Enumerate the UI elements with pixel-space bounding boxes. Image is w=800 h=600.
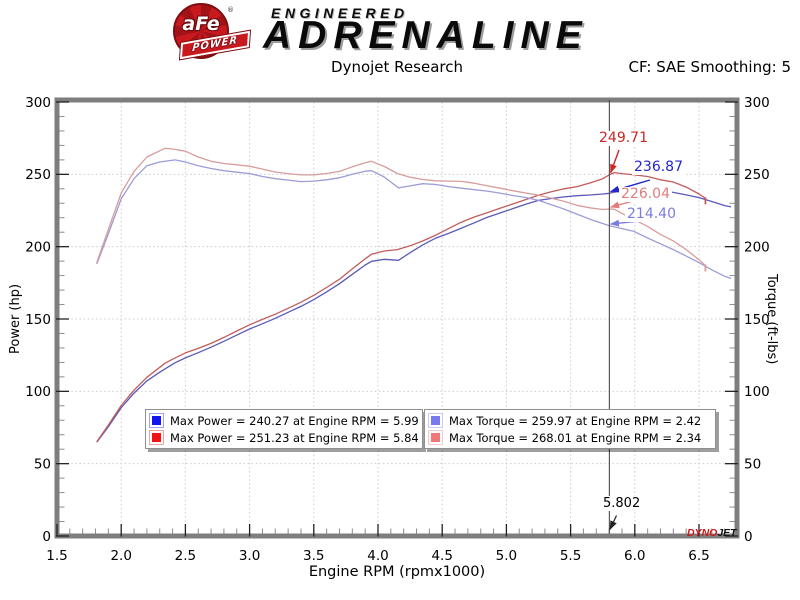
- torque-run1-swatch-icon: [431, 416, 440, 425]
- torque-run-red-curve: [96, 147, 706, 266]
- y-tick-label-right: 300: [744, 95, 770, 111]
- cursor-readout-value: 214.40: [625, 206, 678, 222]
- legend-item-power-1: Max Power = 240.27 at Engine RPM = 5.99: [149, 412, 419, 429]
- y-tick-label-right: 250: [744, 167, 770, 183]
- y-tick-label-right: 200: [744, 239, 770, 255]
- x-tick-label: 6.5: [688, 548, 709, 564]
- y-tick-label-left: 250: [25, 167, 51, 183]
- cursor-arrow: [609, 149, 620, 174]
- dynojet-logo: DYNOJET: [687, 527, 737, 539]
- x-tick-label: 6.0: [624, 548, 645, 564]
- cursor-readout-value: 226.04: [619, 186, 672, 202]
- plot-frame: [54, 97, 740, 539]
- torque-run-blue-curve: [96, 159, 732, 280]
- cursor-arrow: [610, 179, 651, 193]
- x-tick-label: 1.5: [46, 548, 67, 564]
- y-tick-label-left: 0: [42, 529, 51, 545]
- legend-item-torque-2: Max Torque = 268.01 at Engine RPM = 2.34: [428, 429, 712, 446]
- legend-torque-box: Max Torque = 259.97 at Engine RPM = 2.42…: [424, 409, 716, 449]
- power-run2-swatch-icon: [152, 433, 161, 442]
- x-tick-label: 4.0: [367, 548, 388, 564]
- x-tick-label: 4.5: [431, 548, 452, 564]
- afe-logo-text: aFe: [182, 13, 220, 35]
- tagline-adrenaline: ADRENALINE: [263, 14, 589, 57]
- y-tick-label-right: 150: [744, 312, 770, 328]
- x-tick-label: 5.0: [496, 548, 517, 564]
- cursor-rpm-arrow: [609, 515, 618, 530]
- y-tick-label-left: 150: [25, 312, 51, 328]
- y-tick-label-left: 300: [25, 95, 51, 111]
- y-tick-label-right: 100: [744, 384, 770, 400]
- torque-run2-swatch-icon: [431, 433, 440, 442]
- y-tick-label-left: 200: [25, 239, 51, 255]
- cursor-readout-value: 249.71: [597, 130, 650, 146]
- x-tick-label: 2.5: [175, 548, 196, 564]
- power-run-red-curve: [96, 171, 706, 443]
- dynojet-logo-part1: DYNO: [687, 527, 718, 539]
- y-tick-label-right: 50: [744, 456, 761, 472]
- y-axis-title-power: Power (hp): [8, 283, 23, 355]
- legend-item-torque-1: Max Torque = 259.97 at Engine RPM = 2.42: [428, 412, 712, 429]
- dynojet-logo-part2: JET: [717, 527, 737, 539]
- x-axis-title: Engine RPM (rpmx1000): [308, 564, 486, 580]
- swatch-box: [149, 413, 164, 428]
- cursor-readout-value: 236.87: [632, 159, 685, 175]
- y-tick-label-left: 100: [25, 384, 51, 400]
- afe-power-brand: aFe ® POWER ENGINEERED ADRENALINE: [0, 0, 800, 60]
- registered-mark: ®: [227, 6, 234, 14]
- cursor-rpm-label: 5.802: [601, 496, 643, 511]
- legend-label: Max Torque = 268.01 at Engine RPM = 2.34: [449, 430, 702, 445]
- legend-power-box: Max Power = 240.27 at Engine RPM = 5.99 …: [145, 409, 423, 449]
- smoothing-label: CF: SAE Smoothing: 5: [628, 58, 791, 76]
- tagline-engineered: ENGINEERED: [271, 5, 409, 21]
- swatch-box: [428, 430, 443, 445]
- legend-label: Max Power = 240.27 at Engine RPM = 5.99: [170, 413, 419, 428]
- chart-title: Dynojet Research: [331, 58, 463, 76]
- y-tick-label-left: 50: [34, 456, 51, 472]
- legend-label: Max Torque = 259.97 at Engine RPM = 2.42: [449, 413, 702, 428]
- swatch-box: [428, 413, 443, 428]
- x-tick-label: 5.5: [560, 548, 581, 564]
- y-axis-title-torque: Torque (ft-lbs): [764, 273, 779, 365]
- legend: Max Power = 240.27 at Engine RPM = 5.99 …: [145, 409, 716, 449]
- power-run1-swatch-icon: [152, 416, 161, 425]
- legend-item-power-2: Max Power = 251.23 at Engine RPM = 5.84: [149, 429, 419, 446]
- x-tick-label: 2.0: [110, 548, 131, 564]
- x-tick-label: 3.5: [303, 548, 324, 564]
- swatch-box: [149, 430, 164, 445]
- legend-label: Max Power = 251.23 at Engine RPM = 5.84: [170, 430, 419, 445]
- power-run-blue-curve: [96, 187, 732, 443]
- cursor-arrow: [610, 200, 634, 209]
- x-tick-label: 3.0: [239, 548, 260, 564]
- y-tick-label-right: 0: [744, 529, 753, 545]
